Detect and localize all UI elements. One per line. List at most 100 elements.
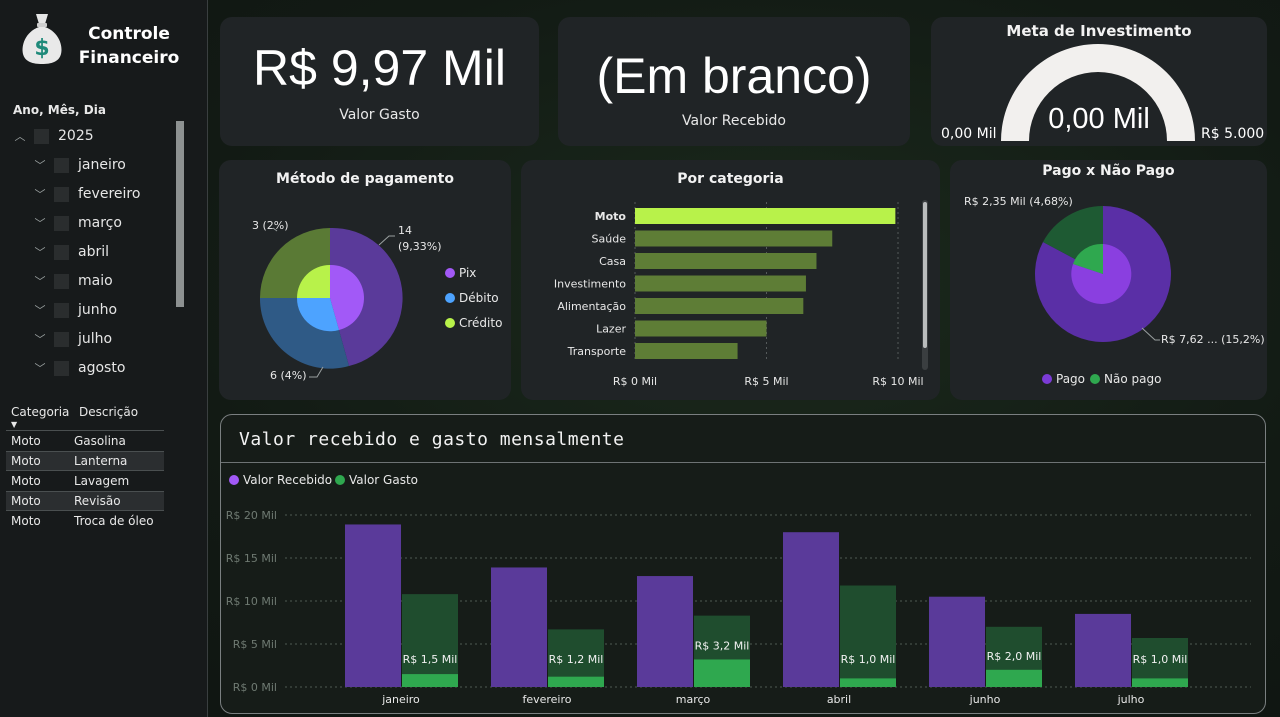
sidebar: $ Controle Financeiro Ano, Mês, Dia ︿ 20… [0,0,208,717]
gauge-title: Meta de Investimento [1006,22,1192,40]
tree-item-month[interactable]: ﹀ julho [32,327,113,351]
tree-item-label: agosto [78,360,126,376]
legend-item-pix[interactable]: Pix [445,266,476,280]
tree-item-month[interactable]: ﹀ agosto [32,356,126,380]
tree-item-label: abril [78,244,110,260]
legend-item-valor-recebido[interactable]: Valor Recebido [229,473,332,487]
title-divider [221,462,1265,463]
bar-valor-recebido[interactable] [1075,613,1131,687]
x-tick-label: abril [827,693,851,706]
paid-donut-chart[interactable] [950,160,1267,400]
monthly-chart-title: Valor recebido e gasto mensalmente [239,429,625,450]
bar-valor-gasto[interactable] [402,594,458,687]
bar[interactable] [635,320,767,337]
table-cell-description: Lavagem [74,474,130,488]
checkbox[interactable] [54,360,69,376]
gauge-chart[interactable] [931,17,1267,146]
chevron-down-icon[interactable]: ﹀ [34,188,46,201]
checkbox[interactable] [54,215,69,231]
scrollbar-thumb[interactable] [176,121,184,307]
legend-dot-icon [445,268,455,278]
bar-valor-gasto-highlight[interactable] [402,674,458,687]
x-tick-label: R$ 0 Mil [613,375,657,388]
bar-valor-gasto-highlight[interactable] [694,659,750,687]
bar[interactable] [635,343,738,359]
legend-dot-icon [1042,374,1052,384]
bar[interactable] [635,253,817,269]
data-label: R$ 1,0 Mil [1133,653,1188,666]
legend-item-credito[interactable]: Crédito [445,316,502,330]
chevron-up-icon[interactable]: ︿ [14,130,26,143]
x-tick-label: janeiro [381,693,420,706]
table-row[interactable]: Moto Gasolina [6,431,164,451]
checkbox[interactable] [54,244,69,260]
chevron-down-icon[interactable]: ﹀ [34,159,46,172]
tree-item-month[interactable]: ﹀ abril [32,240,110,264]
checkbox[interactable] [54,273,69,289]
table-divider [6,430,164,431]
bar[interactable] [635,230,833,247]
table-header-description[interactable]: Descrição [79,405,139,419]
table-header-category[interactable]: Categoria [11,405,70,419]
tree-item-month[interactable]: ﹀ fevereiro [32,182,141,206]
table-row[interactable]: Moto Lavagem [6,471,164,491]
tree-item-month[interactable]: ﹀ março [32,211,122,235]
bar-valor-recebido[interactable] [491,567,547,687]
bar[interactable] [635,208,896,224]
category-bar-chart[interactable]: R$ 0 Mil R$ 5 Mil R$ 10 Mil Moto Saúde Casa In… [521,160,940,400]
checkbox[interactable] [54,157,69,173]
tree-item-month[interactable]: ﹀ junho [32,298,118,322]
sort-arrow-icon[interactable]: ▼ [11,420,18,429]
paid-title: Pago x Não Pago [1042,163,1175,179]
legend-item-valor-gasto[interactable]: Valor Gasto [335,473,418,487]
bar[interactable] [635,275,806,292]
data-label: R$ 1,2 Mil [549,653,604,666]
payment-label-top: 3 (2%) [252,219,289,232]
bar-valor-gasto-highlight[interactable] [986,669,1042,687]
tree-item-year[interactable]: ︿ 2025 [12,124,94,148]
tree-item-month[interactable]: ﹀ maio [32,269,113,293]
chevron-down-icon[interactable]: ﹀ [34,304,46,317]
tree-item-label: julho [78,331,113,347]
chevron-down-icon[interactable]: ﹀ [34,333,46,346]
category-label: Moto [595,210,627,223]
bar-valor-recebido[interactable] [783,532,839,687]
bar-valor-gasto[interactable] [840,585,896,687]
legend-item-nao-pago[interactable]: Não pago [1090,372,1161,386]
data-label: R$ 2,0 Mil [987,650,1042,663]
legend-item-pago[interactable]: Pago [1042,372,1085,386]
chevron-down-icon[interactable]: ﹀ [34,362,46,375]
chevron-down-icon[interactable]: ﹀ [34,217,46,230]
checkbox[interactable] [54,186,69,202]
checkbox[interactable] [54,302,69,318]
table-row[interactable]: Moto Troca de óleo [6,511,164,531]
chart-scrollbar-thumb[interactable] [923,202,927,348]
table-cell-description: Revisão [74,494,121,508]
gauge-max-label: R$ 5.000 [1201,126,1265,142]
bar[interactable] [635,298,804,314]
monthly-bar-chart[interactable]: R$ 0 Mil R$ 5 Mil R$ 10 Mil R$ 15 Mil R$ 20 … [221,415,1267,715]
kpi-card-received: (Em branco) Valor Recebido [558,17,910,146]
bar-valor-gasto-highlight[interactable] [548,676,604,687]
legend-item-debito[interactable]: Débito [445,291,499,305]
y-tick-label: R$ 20 Mil [226,509,277,522]
tree-item-label: fevereiro [78,186,141,202]
bar-valor-recebido[interactable] [637,576,693,687]
table-cell-category: Moto [11,494,41,508]
bar-valor-gasto-highlight[interactable] [840,678,896,687]
gauge-arc [1001,44,1195,141]
chevron-down-icon[interactable]: ﹀ [34,246,46,259]
tree-item-month[interactable]: ﹀ janeiro [32,153,126,177]
bar-valor-recebido[interactable] [929,596,985,687]
checkbox[interactable] [34,128,49,144]
chevron-down-icon[interactable]: ﹀ [34,275,46,288]
table-cell-category: Moto [11,454,41,468]
table-row[interactable]: Moto Revisão [6,491,164,511]
table-row[interactable]: Moto Lanterna [6,451,164,471]
legend-dot-icon [445,318,455,328]
app-title-line2: Financeiro [78,48,180,68]
checkbox[interactable] [54,331,69,347]
payment-donut-chart[interactable] [219,160,511,400]
bar-valor-recebido[interactable] [345,524,401,687]
bar-valor-gasto-highlight[interactable] [1132,678,1188,687]
